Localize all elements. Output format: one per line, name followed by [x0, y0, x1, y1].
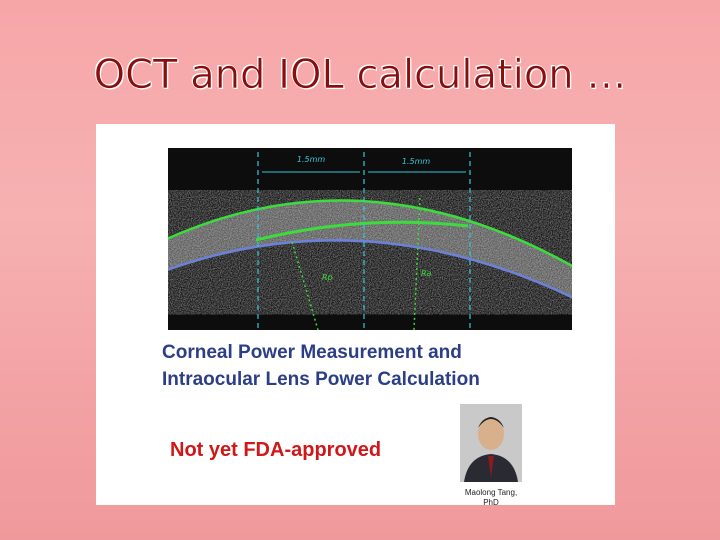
person-line: PhD — [483, 498, 499, 507]
oct-image: 1.5mm 1.5mm Rp Ra — [168, 148, 572, 330]
radius-label: Ra — [421, 269, 432, 278]
caption-line: Intraocular Lens Power Calculation — [162, 369, 480, 390]
scale-label: 1.5mm — [297, 155, 326, 164]
portrait-drawing — [464, 417, 518, 482]
person-line: Maolong Tang, — [464, 488, 518, 497]
radius-label: Rp — [322, 273, 333, 282]
slide-title: OCT and IOL calculation … — [93, 52, 627, 99]
scale-label: 1.5mm — [402, 157, 431, 166]
caption-line: Corneal Power Measurement and — [162, 342, 462, 363]
figure-panel: 1.5mm 1.5mm Rp Ra Corneal Power Measurem… — [96, 124, 615, 507]
note: Not yet FDA-approved — [170, 439, 382, 461]
portrait — [460, 404, 522, 482]
